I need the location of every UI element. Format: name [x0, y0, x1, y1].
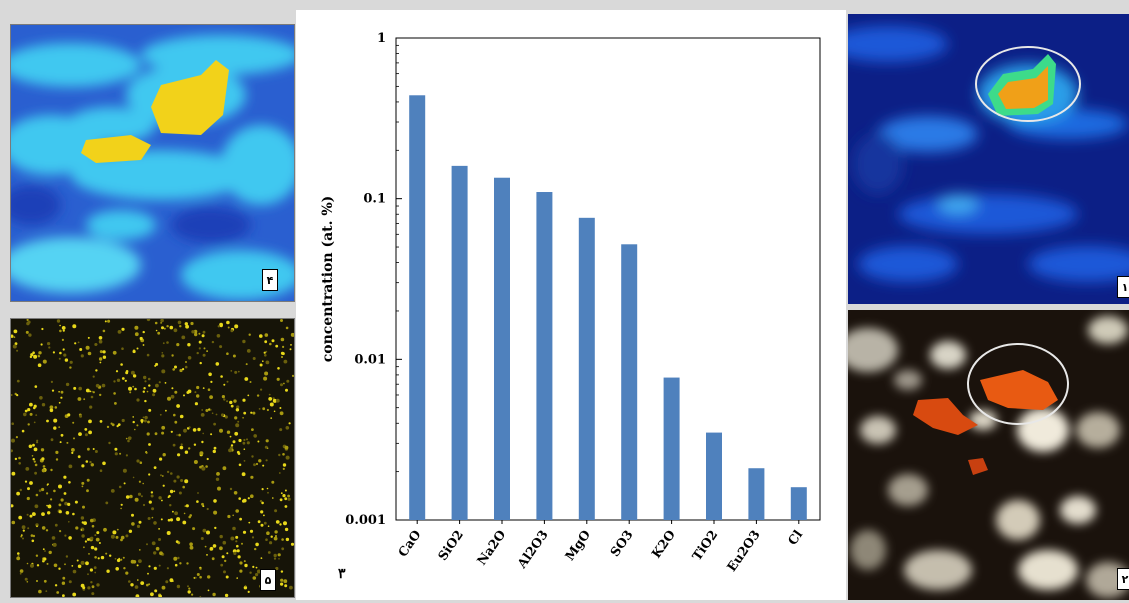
panel-label-4: ۴ — [262, 269, 278, 291]
x-tick-label-SO3: SO3 — [607, 527, 636, 559]
elemental-map-5-image — [11, 319, 294, 597]
x-tick-label-Na2O: Na2O — [474, 527, 509, 568]
bar-Al2O3 — [536, 192, 553, 520]
y-tick-label-1: 0.1 — [363, 192, 386, 207]
elemental-map-1-image — [848, 14, 1129, 304]
elemental-map-4: ۴ — [10, 24, 295, 302]
bar-CaO — [409, 95, 426, 520]
panel-label-2: ۲ — [1117, 568, 1129, 590]
y-axis-title: concentration (at. %) — [320, 196, 336, 363]
bar-Na2O — [494, 177, 510, 520]
x-tick-label-MgO: MgO — [562, 527, 594, 563]
elemental-map-2: ۲ — [848, 310, 1129, 600]
elemental-map-2-image — [848, 310, 1129, 600]
panel-label-1: ۱ — [1117, 276, 1129, 298]
x-tick-label-Al2O3: Al2O3 — [513, 527, 550, 571]
x-tick-label-Eu2O3: Eu2O3 — [724, 527, 763, 574]
bar-SiO2 — [451, 165, 468, 520]
elemental-map-1: ۱ — [848, 14, 1129, 304]
y-tick-label-3: 0.001 — [345, 513, 386, 528]
bar-TiO2 — [706, 432, 722, 520]
bar-chart: 1 0.1 0.01 0.001 concentration (at. %) CaO SiO… — [320, 31, 821, 582]
bar-Cl — [790, 487, 807, 520]
bar-Eu2O3 — [748, 468, 765, 520]
panel-label-5: ۵ — [260, 569, 276, 591]
x-tick-label-CaO: CaO — [395, 527, 424, 559]
elemental-map-4-image — [11, 25, 294, 301]
bar-K2O — [663, 377, 680, 520]
x-tick-label-SiO2: SiO2 — [435, 527, 466, 563]
bar-SO3 — [621, 244, 638, 520]
x-tick-label-TiO2: TiO2 — [689, 527, 721, 563]
x-tick-label-K2O: K2O — [648, 527, 678, 561]
chart-panel: 1 0.1 0.01 0.001 concentration (at. %) CaO SiO… — [296, 10, 846, 600]
plot-frame — [395, 37, 821, 521]
y-tick-label-0: 1 — [377, 31, 386, 46]
elemental-map-5: ۵ — [10, 318, 295, 598]
y-tick-label-2: 0.01 — [354, 352, 386, 367]
bar-MgO — [578, 217, 595, 520]
panel-label-3: ۳ — [338, 566, 346, 582]
x-tick-label-Cl: Cl — [785, 527, 806, 548]
